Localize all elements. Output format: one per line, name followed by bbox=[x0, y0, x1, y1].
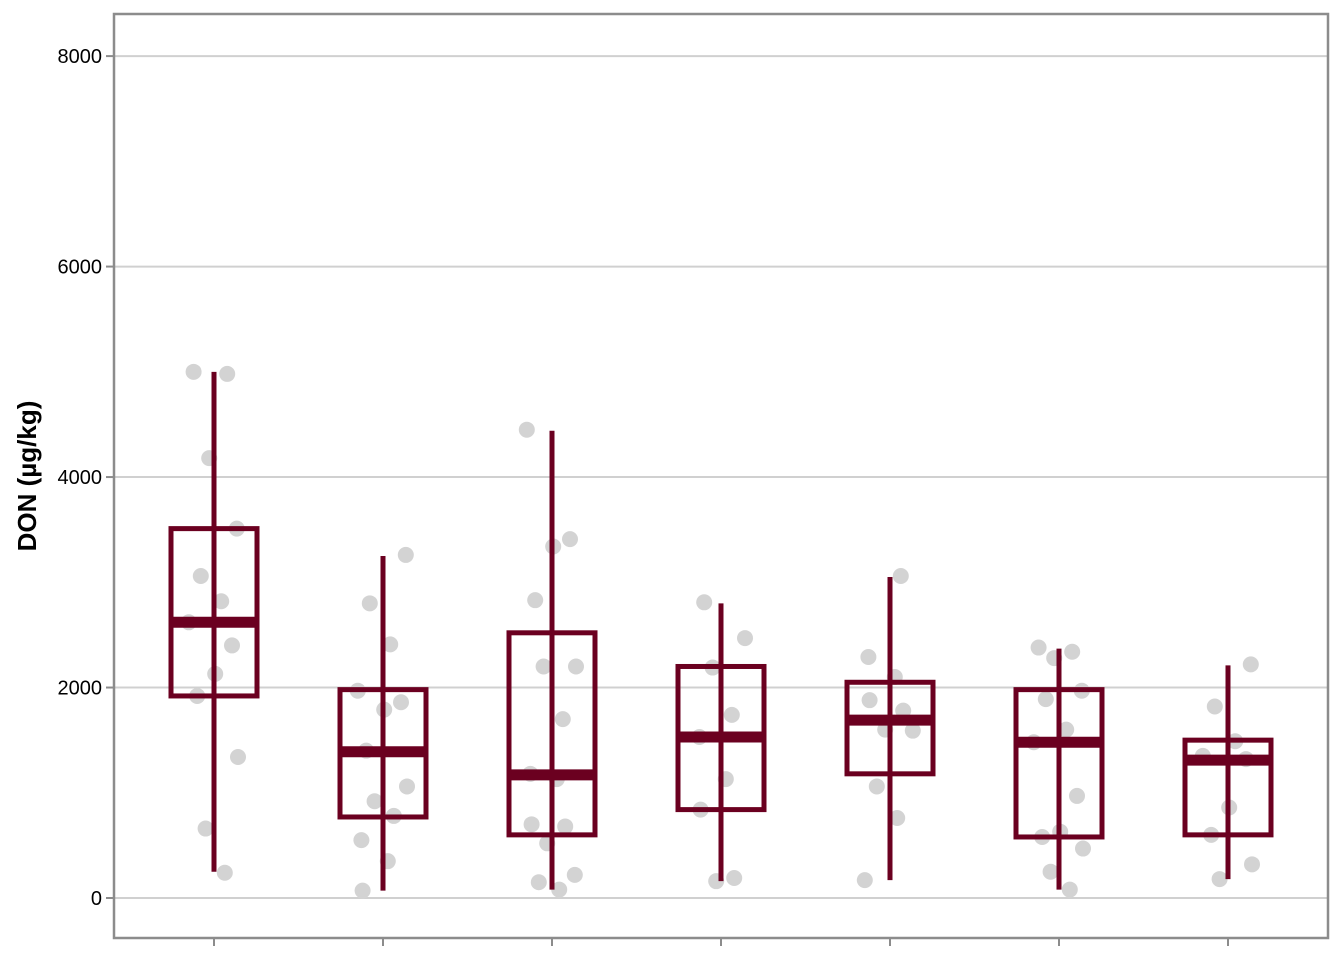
data-point bbox=[523, 816, 540, 833]
data-point bbox=[354, 882, 371, 899]
gridlines bbox=[114, 55, 1328, 900]
data-point bbox=[562, 531, 578, 548]
data-point bbox=[1075, 840, 1091, 857]
data-point bbox=[904, 722, 921, 739]
data-point bbox=[726, 870, 743, 887]
data-point bbox=[1064, 643, 1081, 660]
data-point bbox=[1061, 881, 1078, 898]
data-point bbox=[393, 694, 409, 711]
data-point bbox=[197, 820, 214, 837]
data-point bbox=[554, 711, 571, 728]
data-point bbox=[860, 649, 877, 666]
data-point bbox=[1030, 639, 1047, 656]
y-tick-label: 2000 bbox=[58, 678, 103, 700]
y-tick-label: 8000 bbox=[58, 46, 103, 68]
data-point bbox=[399, 778, 415, 795]
data-point bbox=[557, 818, 574, 835]
data-point bbox=[889, 810, 906, 827]
box-iqr bbox=[1182, 737, 1274, 838]
data-point bbox=[527, 592, 544, 609]
data-point bbox=[361, 595, 378, 612]
data-point bbox=[1042, 863, 1059, 880]
data-point bbox=[530, 874, 547, 891]
boxes bbox=[168, 371, 1274, 891]
data-point bbox=[1242, 656, 1259, 673]
data-point bbox=[856, 872, 873, 889]
data-point bbox=[382, 636, 399, 653]
data-point bbox=[535, 658, 552, 675]
data-point bbox=[1206, 698, 1223, 715]
data-point bbox=[696, 594, 713, 611]
data-point bbox=[551, 881, 568, 898]
data-point bbox=[568, 658, 584, 675]
data-point bbox=[1069, 787, 1085, 804]
data-point bbox=[366, 793, 383, 810]
data-point bbox=[518, 421, 535, 438]
data-point bbox=[861, 692, 878, 709]
data-point bbox=[213, 593, 230, 610]
y-tick-label: 6000 bbox=[58, 257, 103, 279]
data-point bbox=[230, 748, 246, 765]
box-iqr bbox=[844, 679, 936, 777]
box-iqr bbox=[506, 630, 598, 838]
data-point bbox=[1058, 721, 1075, 738]
data-point bbox=[566, 866, 583, 883]
box-iqr bbox=[1013, 687, 1105, 840]
data-point bbox=[892, 567, 909, 584]
y-axis-title: DON (µg/kg) bbox=[12, 401, 42, 552]
data-point bbox=[868, 778, 885, 795]
data-point bbox=[219, 365, 236, 382]
data-point bbox=[1244, 856, 1260, 873]
data-point bbox=[224, 637, 240, 654]
y-tick-label: 4000 bbox=[58, 467, 103, 489]
data-point bbox=[216, 864, 233, 881]
y-tick-label: 0 bbox=[91, 888, 102, 910]
data-point bbox=[737, 630, 753, 647]
box-iqr bbox=[168, 526, 260, 699]
data-point bbox=[353, 832, 370, 849]
data-point bbox=[723, 706, 740, 723]
data-point bbox=[397, 546, 414, 563]
axes: 0 2000 4000 6000 8000 bbox=[58, 46, 1229, 946]
data-point bbox=[192, 567, 209, 584]
data-point bbox=[185, 363, 202, 380]
data-point bbox=[1211, 871, 1228, 888]
data-point bbox=[1037, 691, 1054, 708]
